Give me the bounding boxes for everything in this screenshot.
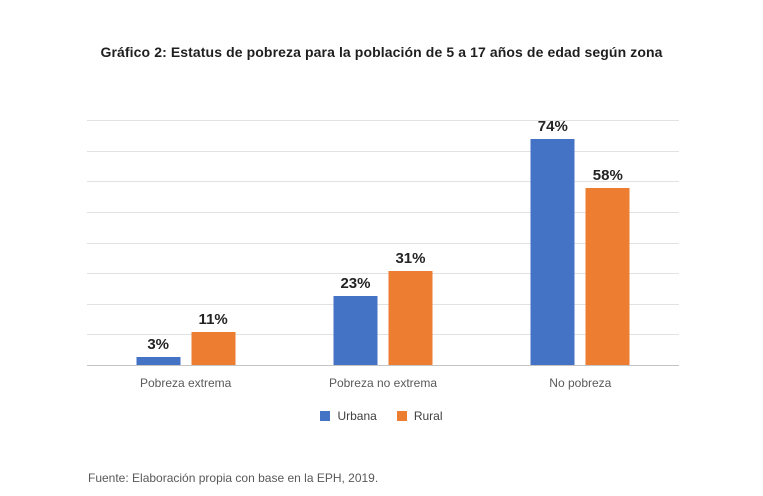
bar-value-label: 58%	[592, 167, 623, 185]
gridline	[87, 303, 679, 305]
bar-urbana	[333, 295, 378, 366]
legend-item-rural: Rural	[396, 409, 443, 423]
bar-group: 23% 31%	[284, 121, 481, 366]
bar-value-label: 74%	[537, 118, 568, 136]
bar-urbana	[530, 139, 575, 366]
gridline	[87, 334, 679, 336]
bar-group: 3% 11%	[87, 121, 284, 366]
bar-urbana	[136, 356, 181, 366]
category-label: Pobreza no extrema	[328, 376, 438, 390]
legend-item-urbana: Urbana	[320, 409, 377, 423]
bar-rural	[388, 271, 433, 366]
gridline	[87, 273, 679, 275]
x-axis-baseline	[87, 365, 679, 366]
category-label: Pobreza extrema	[139, 376, 232, 390]
gridline	[87, 211, 679, 213]
category-axis: Pobreza extrema Pobreza no extrema No pobr…	[87, 376, 679, 392]
legend-label: Urbana	[337, 409, 377, 423]
chart-title: Gráfico 2: Estatus de pobreza para la po…	[100, 44, 663, 60]
bar-rural	[585, 188, 630, 366]
bar-value-label: 31%	[395, 250, 426, 268]
plot-area: 3% 11% 23% 31% 74% 58%	[87, 118, 679, 366]
category-label: No pobreza	[549, 376, 612, 390]
legend: Urbana Rural	[0, 409, 763, 423]
gridline	[87, 150, 679, 152]
legend-label: Rural	[413, 409, 443, 423]
bar-rural	[191, 332, 236, 366]
legend-swatch-icon	[320, 411, 331, 421]
gridline	[87, 242, 679, 244]
gridline	[87, 181, 679, 183]
bar-value-label: 11%	[198, 311, 228, 329]
gridline	[87, 120, 679, 121]
bar-group: 74% 58%	[482, 118, 679, 366]
bar-value-label: 3%	[147, 335, 169, 353]
source-note: Fuente: Elaboración propia con base en l…	[88, 471, 379, 485]
bar-value-label: 23%	[340, 274, 371, 292]
legend-swatch-icon	[396, 411, 407, 421]
